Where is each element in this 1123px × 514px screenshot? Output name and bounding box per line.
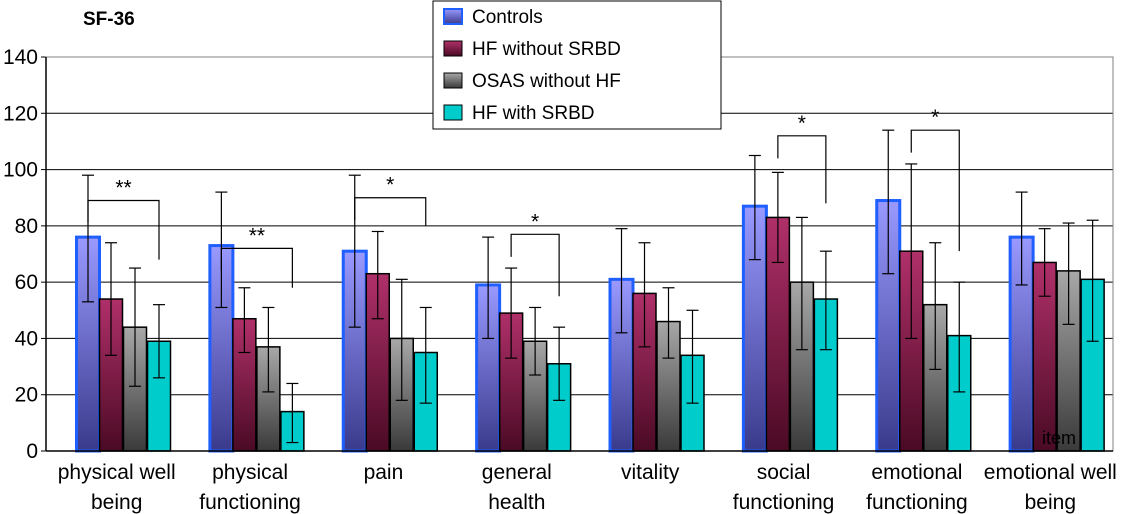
y-tick-label: 140 <box>3 46 38 69</box>
legend-entry: Controls <box>472 7 543 28</box>
category-label: physical well <box>58 461 176 484</box>
significance-brackets: ******* * <box>87 106 960 297</box>
significance-label: * <box>386 174 394 197</box>
y-tick-label: 60 <box>15 271 38 294</box>
category-label: functioning <box>866 491 968 514</box>
y-tick-label: 0 <box>26 440 38 463</box>
legend-swatch <box>443 72 463 89</box>
category-label: physical <box>212 461 288 484</box>
category-label: vitality <box>621 461 680 484</box>
significance-label: * <box>531 210 539 233</box>
legend: Controls HF without SRBD OSAS without HF HF… <box>432 0 722 130</box>
y-tick-label: 40 <box>15 327 38 350</box>
x-axis-label: item <box>1042 428 1076 448</box>
category-label: emotional <box>871 461 962 484</box>
y-tick-label: 100 <box>3 159 38 182</box>
significance-label: * <box>931 106 939 129</box>
y-tick-label: 120 <box>3 102 38 125</box>
category-label: general <box>482 461 552 484</box>
significance-label: ** <box>249 224 265 247</box>
y-tick-label: 80 <box>15 215 38 238</box>
chart-title: SF-36 <box>83 9 135 30</box>
category-label: functioning <box>733 491 835 514</box>
y-axis-ticks: 0 20 40 60 80 100 120 140 <box>3 46 46 463</box>
significance-bracket <box>354 197 427 226</box>
category-label: being <box>1025 491 1076 514</box>
category-label: functioning <box>199 491 301 514</box>
legend-box <box>432 0 722 130</box>
significance-label: * <box>798 112 806 135</box>
significance-bracket <box>910 129 960 252</box>
bars <box>75 199 1105 453</box>
legend-swatch <box>443 104 463 121</box>
category-label: emotional well <box>984 461 1117 484</box>
category-label: social <box>757 461 811 484</box>
error-bars <box>82 129 1099 444</box>
category-label: being <box>91 491 142 514</box>
legend-entry: HF without SRBD <box>472 39 621 60</box>
legend-swatch <box>443 40 463 57</box>
significance-label: ** <box>115 177 131 200</box>
significance-bracket <box>777 135 827 204</box>
significance-bracket <box>220 247 293 288</box>
significance-bracket <box>510 233 560 297</box>
legend-entry: OSAS without HF <box>472 71 621 92</box>
significance-bracket <box>87 199 160 260</box>
category-label: pain <box>364 461 404 484</box>
legend-entry: HF with SRBD <box>472 103 594 124</box>
legend-swatch <box>443 8 463 25</box>
y-tick-label: 20 <box>15 384 38 407</box>
category-labels: physical well being physical functioning pai… <box>58 461 1117 514</box>
category-label: health <box>488 491 545 514</box>
